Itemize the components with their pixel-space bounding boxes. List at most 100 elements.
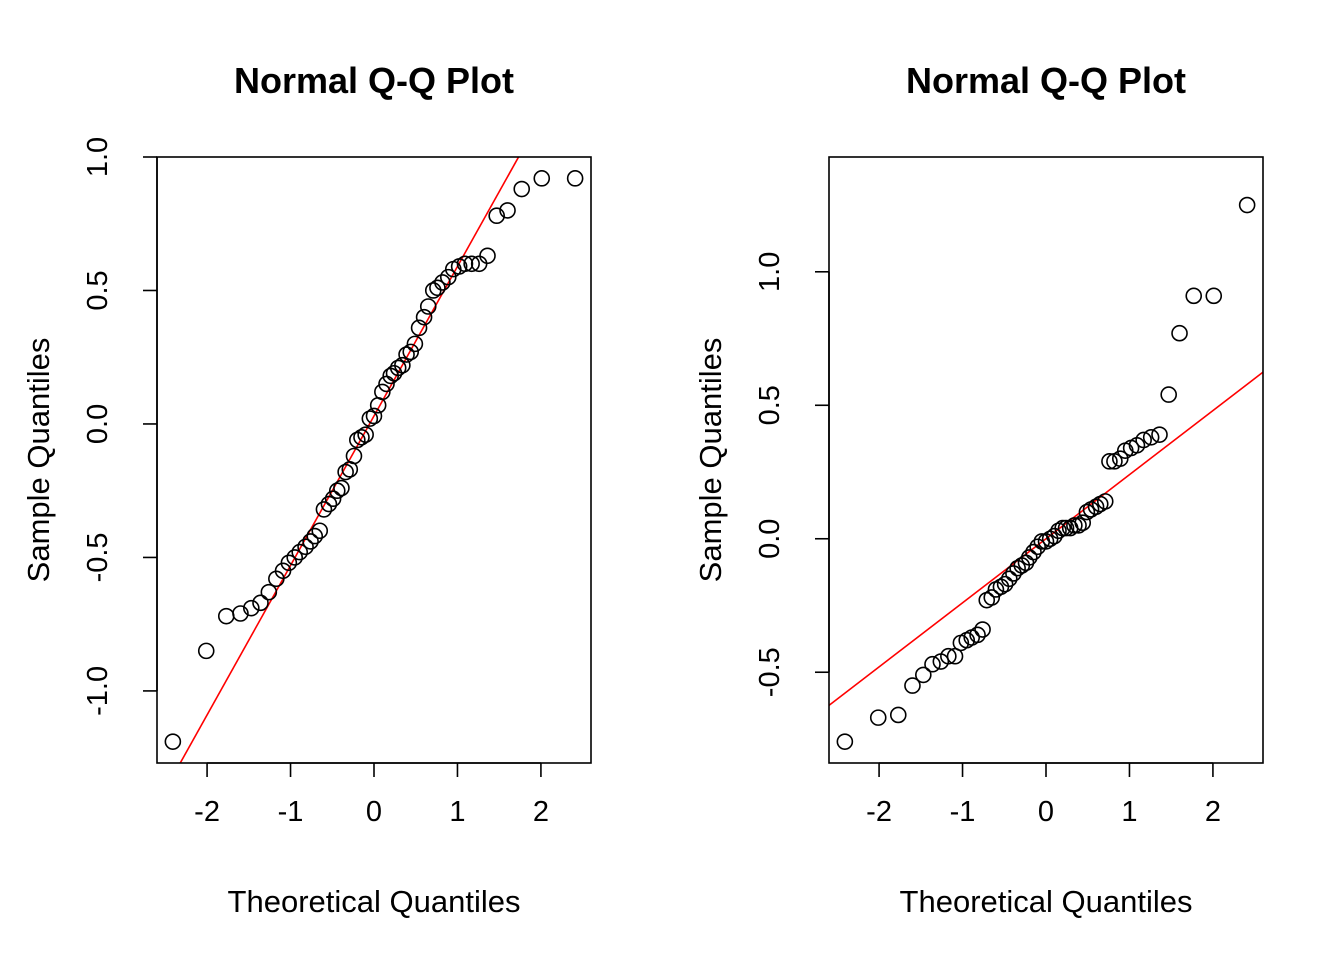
left-data-point: [463, 255, 480, 273]
left-y-tick-label: 0.5: [82, 270, 114, 310]
left-y-tick-label: 1.0: [82, 137, 114, 177]
right-data-point: [836, 733, 854, 750]
left-data-point: [398, 346, 415, 363]
left-data-point: [402, 343, 420, 361]
right-y-tick-label: 0.5: [754, 385, 786, 425]
right-data-point: [1151, 426, 1168, 443]
left-x-tick-label: 1: [449, 796, 465, 828]
left-y-tick-label: 0.0: [82, 404, 114, 444]
right-data-point: [996, 575, 1014, 593]
left-data-point: [365, 407, 383, 425]
right-y-tick-label: 1.0: [754, 252, 786, 292]
left-chart-title: Normal Q-Q Plot: [234, 60, 514, 101]
left-data-point: [533, 170, 551, 187]
left-data-point: [566, 170, 584, 187]
left-data-point: [302, 533, 319, 550]
right-x-tick-label: -2: [866, 796, 892, 828]
right-y-tick-label: -0.5: [754, 647, 786, 697]
left-x-tick-label: 2: [533, 796, 549, 828]
right-data-point: [1205, 287, 1223, 305]
left-data-point: [406, 335, 424, 353]
left-data-point: [306, 527, 324, 545]
left-qq-reference-line: [179, 157, 520, 763]
right-data-point: [889, 706, 907, 724]
right-data-point: [924, 655, 941, 673]
right-x-tick-label: 1: [1121, 796, 1137, 828]
left-data-point: [513, 180, 531, 198]
left-data-point: [429, 279, 446, 297]
left-data-marks: [164, 157, 584, 763]
right-data-point: [1101, 453, 1118, 470]
left-data-point: [311, 522, 329, 540]
left-x-tick-label: -1: [278, 796, 304, 828]
right-data-marks: [829, 196, 1263, 750]
right-chart-title: Normal Q-Q Plot: [906, 60, 1186, 101]
right-y-tick-label: 0.0: [754, 519, 786, 559]
left-data-point: [345, 447, 363, 465]
left-data-point: [320, 495, 338, 513]
right-plot-frame: [828, 156, 1264, 764]
right-x-ticks: -2 -1 0 1 2: [866, 762, 1221, 828]
right-data-point: [1185, 287, 1203, 305]
right-data-point: [1029, 538, 1046, 556]
right-data-point: [1021, 549, 1038, 566]
right-data-point: [1171, 324, 1188, 342]
left-data-point: [357, 426, 374, 443]
right-data-point: [915, 666, 932, 684]
right-data-point: [1057, 519, 1075, 537]
left-data-point: [197, 642, 215, 660]
right-y-axis-label: Sample Quantiles: [693, 338, 728, 583]
left-data-point: [456, 255, 474, 273]
left-data-point: [389, 359, 407, 377]
right-x-axis-label: Theoretical Quantiles: [900, 884, 1193, 919]
right-x-tick-label: -1: [950, 796, 976, 828]
left-data-point: [353, 429, 370, 446]
right-data-point: [869, 709, 887, 726]
right-data-point: [974, 621, 991, 638]
right-data-point: [1037, 533, 1055, 550]
right-data-point: [940, 647, 957, 665]
right-data-point: [1111, 450, 1129, 467]
right-x-tick-label: 0: [1038, 796, 1054, 828]
left-data-point: [410, 319, 428, 337]
left-data-point: [439, 268, 457, 286]
left-x-tick-label: -2: [194, 796, 220, 828]
left-y-tick-label: -1.0: [82, 666, 114, 716]
left-data-point: [434, 274, 451, 291]
left-x-tick-label: 0: [366, 796, 382, 828]
left-data-point: [333, 479, 350, 497]
left-data-point: [499, 202, 516, 219]
right-data-point: [1160, 386, 1177, 403]
left-data-point: [374, 383, 391, 401]
right-data-point: [904, 677, 921, 694]
left-data-point: [394, 356, 411, 374]
left-data-point: [217, 607, 235, 625]
right-data-point: [1050, 522, 1067, 540]
left-y-axis-label: Sample Quantiles: [21, 338, 56, 583]
left-data-point: [243, 599, 260, 617]
left-data-point: [280, 554, 298, 572]
right-data-point: [1066, 517, 1083, 534]
right-data-point: [969, 626, 986, 644]
left-data-point: [488, 207, 505, 225]
left-data-point: [415, 308, 433, 326]
right-y-ticks: -0.5 0.0 0.5 1.0: [754, 252, 830, 697]
left-qq-panel: Normal Q-Q Plot Theoretical Quantiles Sa…: [21, 60, 592, 919]
right-data-point: [1087, 498, 1105, 516]
right-data-point: [1096, 493, 1114, 510]
right-data-point: [1078, 503, 1096, 521]
left-data-point: [361, 410, 379, 427]
left-data-point: [349, 431, 366, 449]
left-data-point: [315, 501, 333, 518]
right-data-point: [1070, 517, 1087, 534]
right-data-point: [1025, 543, 1042, 561]
right-data-point: [1142, 429, 1160, 446]
left-x-ticks: -2 -1 0 1 2: [194, 762, 549, 828]
left-data-point: [479, 247, 496, 265]
left-x-axis-label: Theoretical Quantiles: [228, 884, 521, 919]
left-data-point: [286, 549, 304, 566]
right-data-point: [1074, 514, 1092, 532]
left-plot-frame: [156, 156, 592, 764]
right-qq-panel: Normal Q-Q Plot Theoretical Quantiles Sa…: [693, 60, 1264, 919]
